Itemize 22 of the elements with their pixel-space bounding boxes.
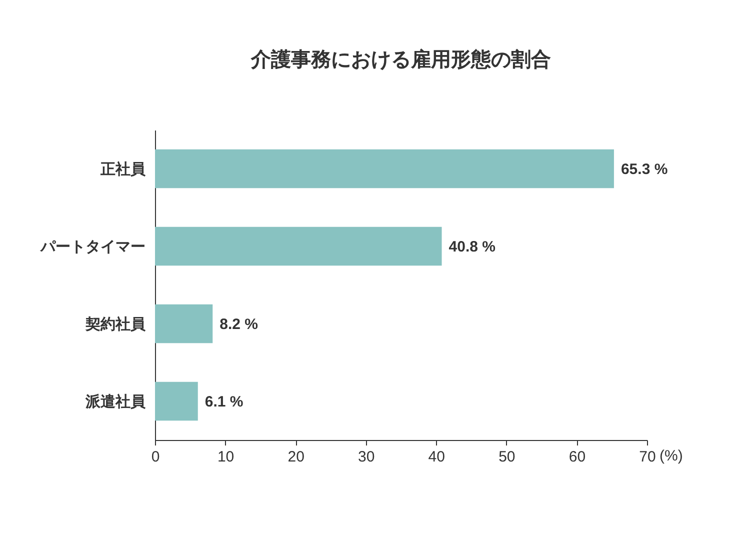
x-tick-label: 60 [568,448,586,466]
y-tick-label: パートタイマー [40,238,146,256]
x-tick-label: 50 [498,448,516,466]
bar [155,226,442,266]
bar [155,304,213,344]
data-label: 6.1 % [204,393,244,410]
data-label: 65.3 % [620,160,668,178]
x-tick-label: 40 [428,448,445,466]
bar [155,382,198,421]
y-tick-label: 派遣社員 [84,393,146,410]
x-tick-label: 10 [217,448,234,466]
y-tick-label: 契約社員 [84,316,146,333]
data-label: 8.2 % [220,316,258,333]
data-label: 40.8 % [448,238,496,256]
x-tick-label: 0 [151,448,160,466]
bar [155,149,614,188]
x-tick-label: 30 [358,448,375,466]
x-axis-title: (%) [660,448,683,464]
y-tick-label: 正社員 [100,160,146,178]
chart-title: 介護事務における雇用形態の割合 [250,48,551,71]
x-tick-label: 70 [639,448,656,466]
x-tick-label: 20 [288,448,304,466]
